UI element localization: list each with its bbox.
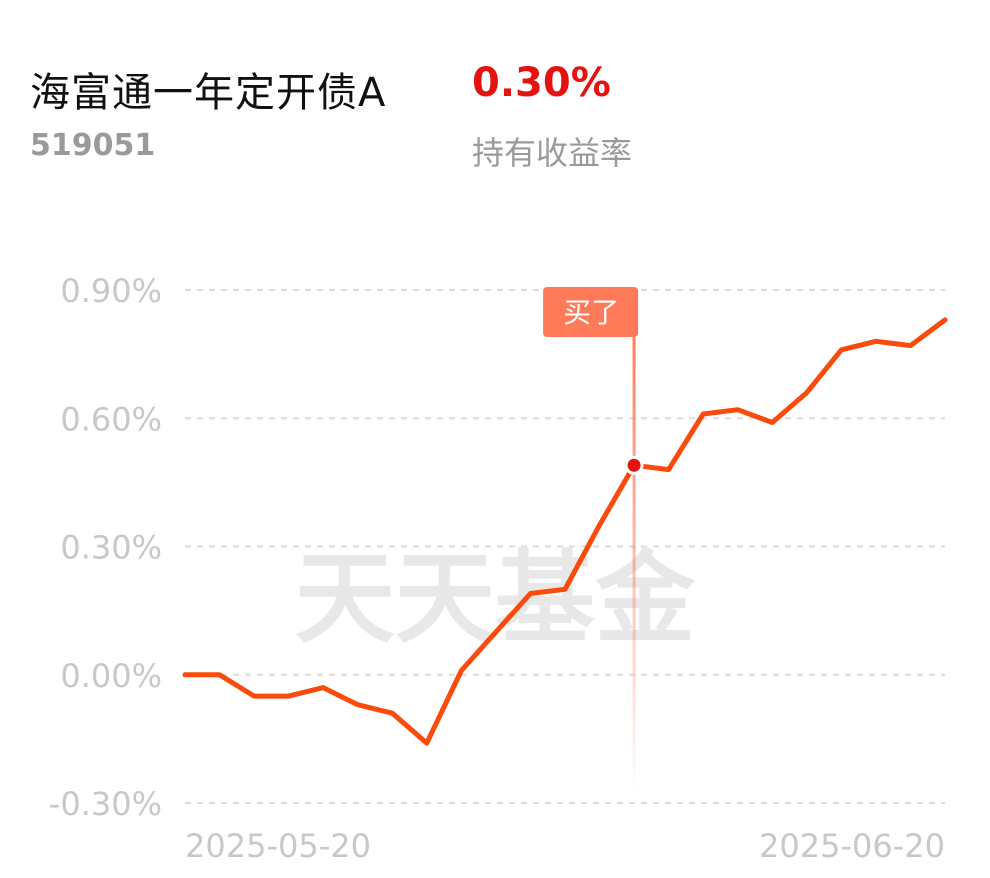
x-tick-label: 2025-05-20 — [185, 827, 371, 865]
fund-header: 海富通一年定开债A 0.30% 519051 持有收益率 — [30, 52, 970, 182]
x-tick-label: 2025-06-20 — [759, 827, 945, 865]
y-tick-label: 0.30% — [60, 529, 162, 567]
y-tick-label: -0.30% — [49, 785, 162, 823]
x-axis-ticks: 2025-05-20 2025-06-20 — [185, 827, 945, 865]
y-tick-label: 0.60% — [60, 400, 162, 438]
y-tick-label: 0.90% — [60, 272, 162, 310]
buy-marker-label: 买了 — [563, 296, 619, 329]
watermark: 天天基金 — [295, 539, 696, 657]
fund-name: 海富通一年定开债A — [30, 70, 387, 116]
buy-marker: 买了 — [543, 287, 639, 796]
buy-marker-tag — [543, 287, 639, 337]
holding-return-value: 0.30% — [472, 60, 611, 106]
y-axis-ticks: 0.90% 0.60% 0.30% 0.00% -0.30% — [49, 272, 162, 823]
series-line — [182, 317, 948, 746]
series-layer — [182, 317, 948, 746]
fund-code: 519051 — [30, 128, 156, 163]
buy-marker-line — [632, 330, 636, 796]
holding-return-label: 持有收益率 — [472, 134, 633, 172]
y-tick-label: 0.00% — [60, 657, 162, 695]
buy-point — [624, 455, 644, 475]
